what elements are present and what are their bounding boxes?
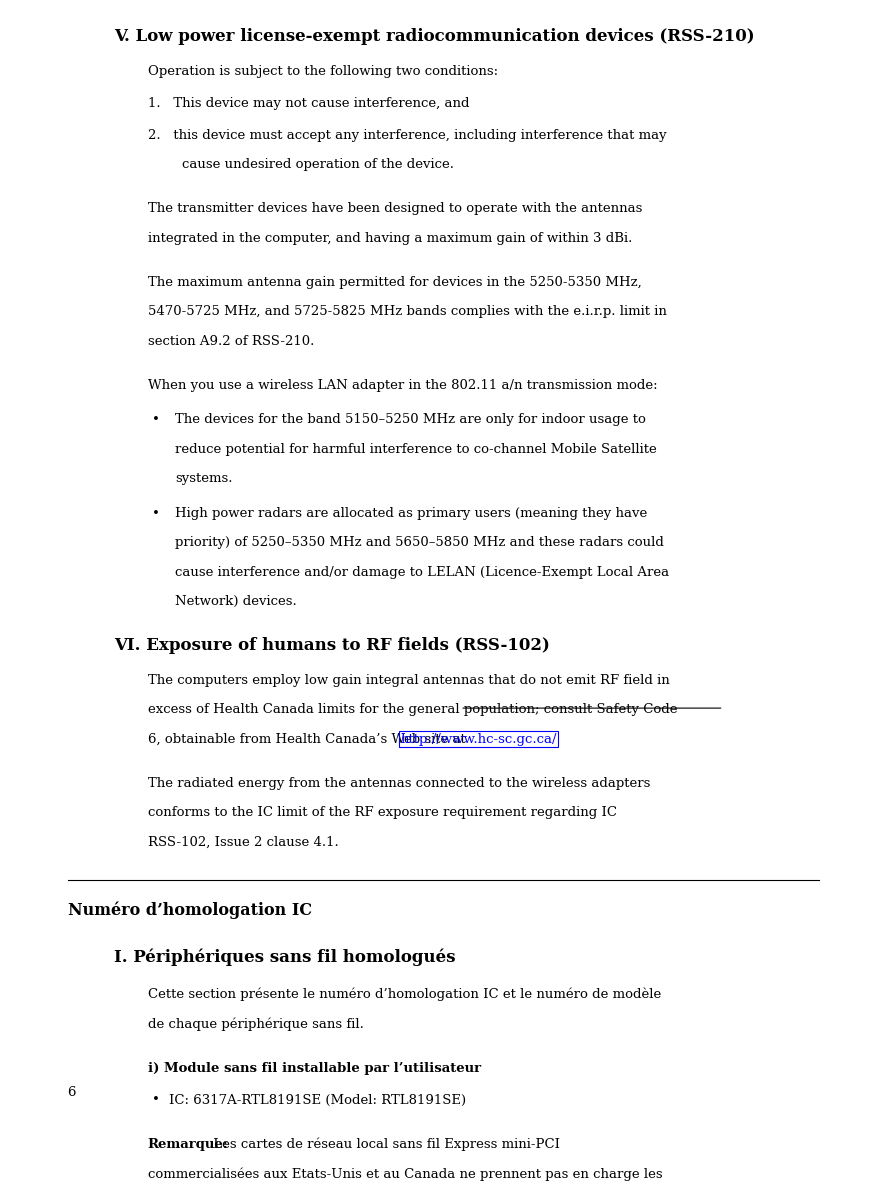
Text: IC: 6317A-RTL8191SE (Model: RTL8191SE): IC: 6317A-RTL8191SE (Model: RTL8191SE)	[169, 1093, 466, 1106]
Text: section A9.2 of RSS-210.: section A9.2 of RSS-210.	[148, 335, 314, 348]
Text: The computers employ low gain integral antennas that do not emit RF field in: The computers employ low gain integral a…	[148, 673, 669, 687]
Text: conforms to the IC limit of the RF exposure requirement regarding IC: conforms to the IC limit of the RF expos…	[148, 806, 617, 819]
Text: http://www.hc-sc.gc.ca/: http://www.hc-sc.gc.ca/	[400, 732, 557, 745]
Text: VI. Exposure of humans to RF fields (RSS-102): VI. Exposure of humans to RF fields (RSS…	[114, 636, 550, 654]
Text: excess of Health Canada limits for the general population; consult Safety Code: excess of Health Canada limits for the g…	[148, 703, 677, 716]
Text: cause interference and/or damage to LELAN (Licence-Exempt Local Area: cause interference and/or damage to LELA…	[175, 566, 669, 579]
Text: reduce potential for harmful interference to co-channel Mobile Satellite: reduce potential for harmful interferenc…	[175, 443, 657, 456]
Text: Numéro d’homologation IC: Numéro d’homologation IC	[68, 902, 312, 920]
Text: 5470-5725 MHz, and 5725-5825 MHz bands complies with the e.i.r.p. limit in: 5470-5725 MHz, and 5725-5825 MHz bands c…	[148, 305, 667, 318]
Text: V. Low power license-exempt radiocommunication devices (RSS-210): V. Low power license-exempt radiocommuni…	[114, 28, 755, 45]
Text: 1.   This device may not cause interference, and: 1. This device may not cause interferenc…	[148, 97, 469, 110]
Text: cause undesired operation of the device.: cause undesired operation of the device.	[181, 158, 453, 171]
Text: High power radars are allocated as primary users (meaning they have: High power radars are allocated as prima…	[175, 507, 647, 520]
Text: The radiated energy from the antennas connected to the wireless adapters: The radiated energy from the antennas co…	[148, 776, 650, 789]
Text: •: •	[152, 507, 160, 520]
Text: When you use a wireless LAN adapter in the 802.11 a/n transmission mode:: When you use a wireless LAN adapter in t…	[148, 379, 657, 392]
Text: Les cartes de réseau local sans fil Express mini-PCI: Les cartes de réseau local sans fil Expr…	[209, 1137, 559, 1152]
Text: Network) devices.: Network) devices.	[175, 596, 297, 608]
Text: The transmitter devices have been designed to operate with the antennas: The transmitter devices have been design…	[148, 202, 642, 215]
Text: 6, obtainable from Health Canada’s Web site at: 6, obtainable from Health Canada’s Web s…	[148, 732, 469, 745]
Text: 2.   this device must accept any interference, including interference that may: 2. this device must accept any interfere…	[148, 128, 667, 141]
Text: The devices for the band 5150–5250 MHz are only for indoor usage to: The devices for the band 5150–5250 MHz a…	[175, 414, 645, 426]
Text: Operation is subject to the following two conditions:: Operation is subject to the following tw…	[148, 65, 498, 78]
Text: de chaque périphérique sans fil.: de chaque périphérique sans fil.	[148, 1018, 364, 1031]
Text: •: •	[152, 414, 160, 426]
Text: 6: 6	[68, 1086, 76, 1099]
Text: i) Module sans fil installable par l’utilisateur: i) Module sans fil installable par l’uti…	[148, 1062, 481, 1074]
Text: systems.: systems.	[175, 472, 232, 486]
Text: The maximum antenna gain permitted for devices in the 5250-5350 MHz,: The maximum antenna gain permitted for d…	[148, 276, 642, 289]
Text: Remarque:: Remarque:	[148, 1137, 228, 1151]
Text: commercialisées aux Etats-Unis et au Canada ne prennent pas en charge les: commercialisées aux Etats-Unis et au Can…	[148, 1167, 662, 1180]
Text: •: •	[152, 1093, 160, 1106]
Text: priority) of 5250–5350 MHz and 5650–5850 MHz and these radars could: priority) of 5250–5350 MHz and 5650–5850…	[175, 536, 664, 549]
Text: I. Périphériques sans fil homologués: I. Périphériques sans fil homologués	[114, 948, 455, 966]
Text: Cette section présente le numéro d’homologation IC et le numéro de modèle: Cette section présente le numéro d’homol…	[148, 988, 661, 1001]
Text: integrated in the computer, and having a maximum gain of within 3 dBi.: integrated in the computer, and having a…	[148, 232, 632, 245]
Text: RSS-102, Issue 2 clause 4.1.: RSS-102, Issue 2 clause 4.1.	[148, 836, 339, 849]
